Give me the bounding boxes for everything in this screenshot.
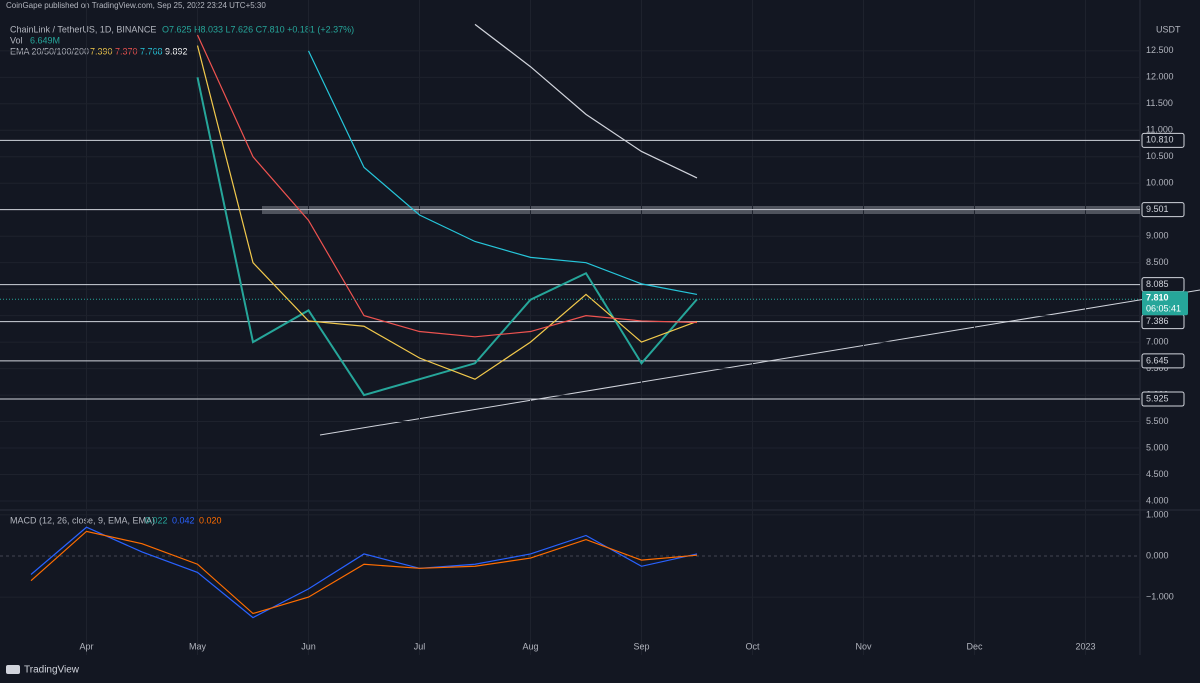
y-tick-label: 4.500: [1146, 469, 1169, 479]
macd-reading: 0.042: [172, 515, 195, 525]
last-price-badge: [1142, 291, 1188, 316]
x-tick-label: Nov: [855, 641, 872, 651]
series-line: [30, 530, 698, 615]
macd-title: MACD (12, 26, close, 9, EMA, EMA): [10, 515, 155, 525]
x-tick-label: 2023: [1075, 641, 1095, 651]
volume-label: Vol: [10, 35, 23, 45]
level-label: 10.810: [1146, 135, 1174, 145]
last-price-label: 7.810: [1146, 293, 1169, 303]
x-tick-label: Oct: [745, 641, 760, 651]
series-line: [307, 50, 698, 296]
series-line: [30, 526, 698, 619]
brand-logo: [6, 665, 20, 674]
ema-value: 7.768: [140, 46, 163, 56]
level-label: 9.501: [1146, 204, 1169, 214]
y-tick-label: 5.000: [1146, 442, 1169, 452]
y-tick-label: 8.500: [1146, 257, 1169, 267]
y-tick-label: 10.500: [1146, 151, 1174, 161]
ohlc: O7.625 H8.033 L7.626 C7.810 +0.181 (+2.3…: [162, 24, 354, 34]
ema-value: 7.370: [115, 46, 138, 56]
ema-value: 7.390: [90, 46, 113, 56]
macd-reading: 0.022: [145, 515, 168, 525]
macd-y-tick-label: 1.000: [1146, 509, 1169, 519]
series-line: [474, 23, 698, 179]
level-label: 7.386: [1146, 316, 1169, 326]
countdown: 06:05:41: [1146, 304, 1181, 314]
x-tick-label: Sep: [633, 641, 649, 651]
y-tick-label: 5.500: [1146, 416, 1169, 426]
level-label: 8.085: [1146, 279, 1169, 289]
ema-label: EMA 20/50/100/200: [10, 46, 89, 56]
macd-y-tick-label: −1.000: [1146, 591, 1174, 601]
symbol: ChainLink / TetherUS, 1D, BINANCE: [10, 24, 156, 34]
brand: TradingView: [24, 665, 80, 676]
x-tick-label: Jul: [414, 641, 426, 651]
ema-value: 9.892: [165, 46, 188, 56]
y-tick-label: 9.000: [1146, 231, 1169, 241]
x-tick-label: Apr: [79, 641, 93, 651]
y-tick-label: 10.000: [1146, 178, 1174, 188]
level-badge: [1141, 353, 1185, 369]
x-tick-label: May: [189, 641, 207, 651]
level-label: 5.925: [1146, 393, 1169, 403]
macd-reading: 0.020: [199, 515, 222, 525]
footer: [0, 655, 1200, 683]
level-badge: [1141, 202, 1185, 218]
x-tick-label: Aug: [522, 641, 538, 651]
publisher: CoinGape published on TradingView.com, S…: [6, 1, 266, 10]
level-label: 6.645: [1146, 355, 1169, 365]
x-tick-label: Dec: [966, 641, 983, 651]
series-line: [196, 34, 698, 338]
macd-y-tick-label: 0.000: [1146, 550, 1169, 560]
y-tick-label: 7.000: [1146, 336, 1169, 346]
y-tick-label: 12.000: [1146, 72, 1174, 82]
y-tick-label: 12.500: [1146, 45, 1174, 55]
y-tick-label: 11.500: [1146, 98, 1173, 108]
volume-value: 6.649M: [30, 35, 60, 45]
level-badge: [1141, 132, 1185, 148]
level-badge: [1141, 391, 1185, 407]
y-unit: USDT: [1156, 24, 1181, 34]
trendline: [319, 289, 1200, 436]
x-tick-label: Jun: [301, 641, 316, 651]
y-tick-label: 11.000: [1146, 125, 1173, 135]
y-tick-label: 4.000: [1146, 495, 1169, 505]
